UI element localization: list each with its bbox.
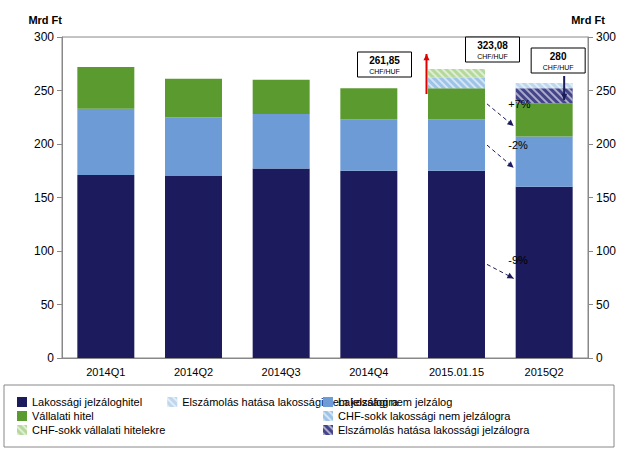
svg-text:CHF-sokk lakossági nem jelzálo: CHF-sokk lakossági nem jelzálogra xyxy=(338,410,511,422)
svg-text:150: 150 xyxy=(34,191,54,205)
svg-text:CHF-sokk vállalati hitelekre: CHF-sokk vállalati hitelekre xyxy=(32,424,165,436)
svg-text:2015.01.15: 2015.01.15 xyxy=(429,366,484,378)
svg-text:2014Q3: 2014Q3 xyxy=(262,366,301,378)
svg-text:Lakossági jelzáloghitel: Lakossági jelzáloghitel xyxy=(32,396,142,408)
svg-text:50: 50 xyxy=(41,298,55,312)
svg-text:Vállalati hitel: Vállalati hitel xyxy=(32,410,94,422)
svg-text:Lakossági nem jelzálog: Lakossági nem jelzálog xyxy=(338,396,452,408)
svg-text:CHF/HUF: CHF/HUF xyxy=(477,53,508,60)
svg-text:300: 300 xyxy=(596,30,616,44)
svg-text:CHF/HUF: CHF/HUF xyxy=(543,64,574,71)
svg-text:2014Q1: 2014Q1 xyxy=(86,366,125,378)
svg-text:2014Q2: 2014Q2 xyxy=(174,366,213,378)
svg-text:+7%: +7% xyxy=(508,98,531,110)
svg-text:0: 0 xyxy=(47,351,54,365)
svg-text:100: 100 xyxy=(596,244,616,258)
svg-text:200: 200 xyxy=(596,137,616,151)
svg-text:Mrd Ft: Mrd Ft xyxy=(28,14,62,26)
svg-text:250: 250 xyxy=(596,84,616,98)
svg-text:Elszámolás hatása lakossági ne: Elszámolás hatása lakossági nem jelzálog… xyxy=(182,396,399,408)
svg-text:50: 50 xyxy=(596,298,610,312)
svg-text:Elszámolás hatása lakossági je: Elszámolás hatása lakossági jelzálogra xyxy=(338,424,530,436)
svg-text:261,85: 261,85 xyxy=(369,55,400,66)
svg-text:300: 300 xyxy=(34,30,54,44)
svg-text:2014Q4: 2014Q4 xyxy=(349,366,388,378)
svg-text:100: 100 xyxy=(34,244,54,258)
svg-text:CHF/HUF: CHF/HUF xyxy=(369,68,400,75)
svg-text:-2%: -2% xyxy=(508,139,528,151)
svg-text:2015Q2: 2015Q2 xyxy=(525,366,564,378)
svg-text:150: 150 xyxy=(596,191,616,205)
svg-text:0: 0 xyxy=(596,351,603,365)
svg-text:Mrd Ft: Mrd Ft xyxy=(571,14,605,26)
svg-text:200: 200 xyxy=(34,137,54,151)
svg-text:-9%: -9% xyxy=(508,254,528,266)
svg-text:250: 250 xyxy=(34,84,54,98)
svg-text:323,08: 323,08 xyxy=(477,40,508,51)
svg-text:280: 280 xyxy=(550,51,567,62)
